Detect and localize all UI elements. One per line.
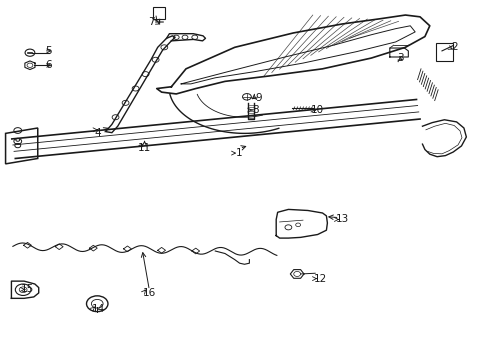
Text: 2: 2 — [450, 42, 457, 52]
Text: 3: 3 — [396, 53, 403, 63]
Text: 9: 9 — [255, 93, 262, 103]
Text: 13: 13 — [335, 215, 348, 224]
Text: 1: 1 — [236, 148, 243, 158]
Text: 10: 10 — [310, 105, 324, 115]
Text: 7: 7 — [148, 17, 155, 27]
Text: 16: 16 — [142, 288, 156, 298]
Text: 12: 12 — [313, 274, 326, 284]
Text: 15: 15 — [21, 284, 34, 294]
Text: 4: 4 — [95, 129, 102, 138]
Text: 6: 6 — [45, 60, 52, 70]
Text: 5: 5 — [45, 46, 52, 56]
Text: 8: 8 — [251, 105, 258, 115]
Text: 14: 14 — [91, 304, 104, 314]
Text: 11: 11 — [138, 143, 151, 153]
